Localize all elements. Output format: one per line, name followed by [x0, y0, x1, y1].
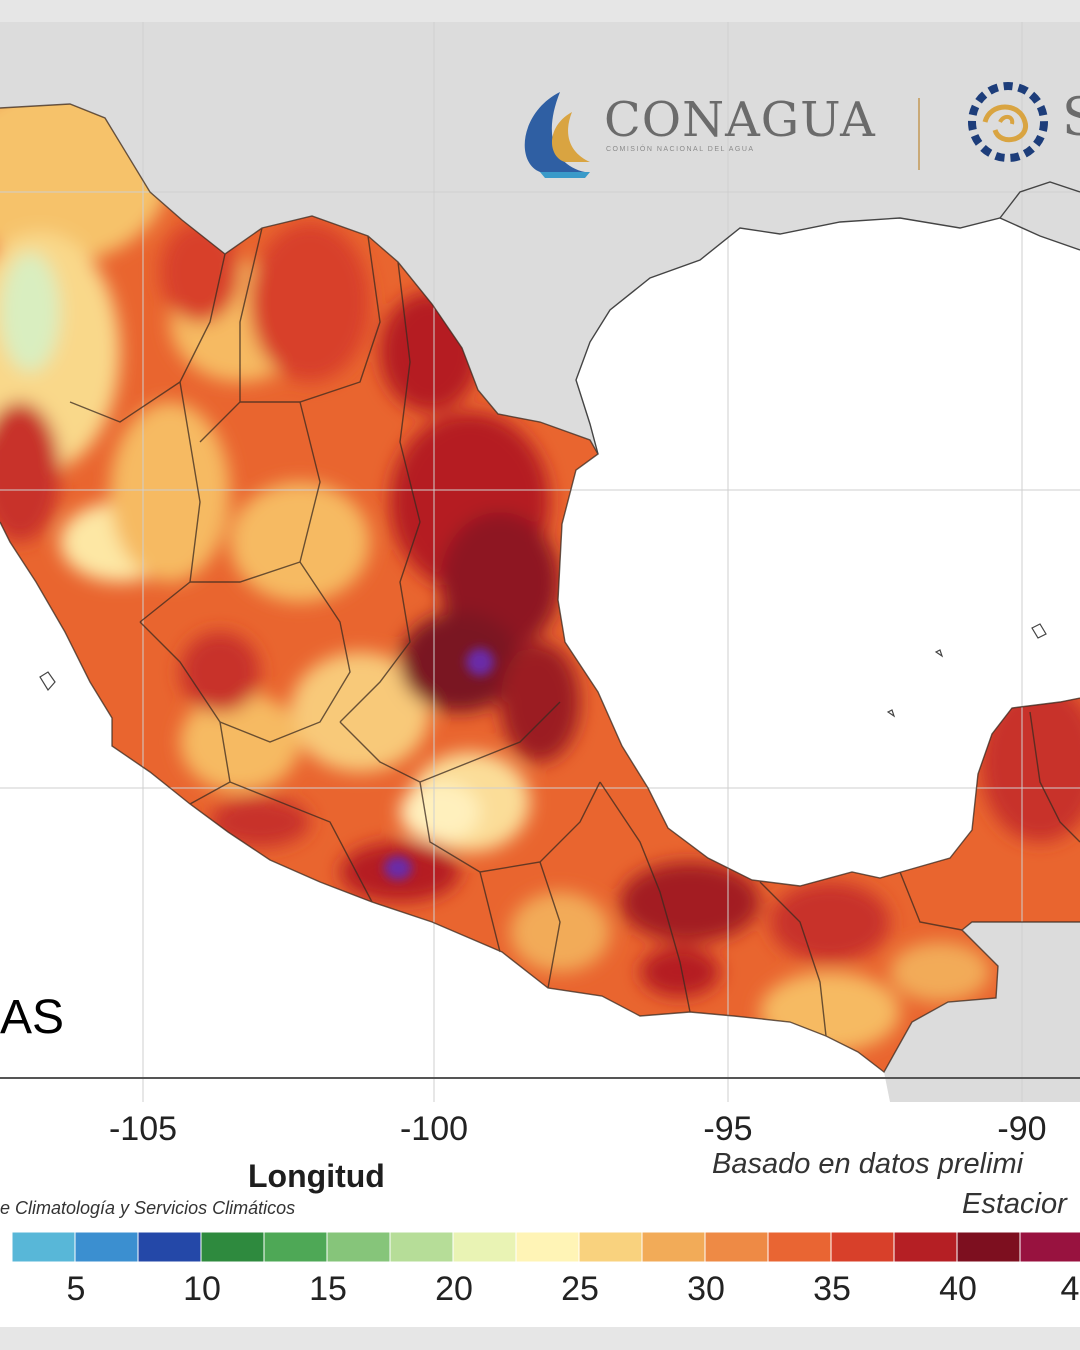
- colorbar-segment: [326, 1231, 391, 1263]
- x-tick-label: -100: [399, 1110, 469, 1148]
- colorbar-label: 30: [687, 1270, 725, 1308]
- colorbar-label: 10: [183, 1270, 221, 1308]
- colorbar-label: 20: [435, 1270, 473, 1308]
- colorbar-segment: [74, 1231, 139, 1263]
- colorbar-segment: [641, 1231, 706, 1263]
- colorbar-segment: [893, 1231, 958, 1263]
- x-tick-label: -105: [108, 1110, 178, 1148]
- usa-landmass: [0, 22, 1080, 454]
- colorbar-label: 35: [813, 1270, 851, 1308]
- partner-logo-icon: [968, 82, 1048, 162]
- colorbar-segment: [1019, 1231, 1080, 1263]
- state-borders: [0, 103, 1080, 1074]
- x-tick-label: -90: [997, 1110, 1047, 1148]
- colorbar-segment: [956, 1231, 1021, 1263]
- graticule: [0, 22, 1080, 1102]
- colorbar-segment: [263, 1231, 328, 1263]
- temperature-map: [0, 22, 1080, 1102]
- conagua-logo-text: CONAGUA: [604, 92, 876, 148]
- colorbar-segment: [137, 1231, 202, 1263]
- data-source-note: Basado en datos prelimi: [712, 1148, 1024, 1180]
- map-figure: CONAGUA COMISIÓN NACIONAL DEL AGUA S AS …: [0, 22, 1080, 1327]
- colorbar-segment: [11, 1231, 76, 1263]
- logo-separator: [918, 98, 920, 170]
- us-coastline: [575, 181, 1080, 455]
- colorbar-label: 40: [939, 1270, 977, 1308]
- colorbar-label: 5: [66, 1270, 86, 1308]
- colorbar-segment: [830, 1231, 895, 1263]
- conagua-logo-subtitle: COMISIÓN NACIONAL DEL AGUA: [606, 146, 755, 153]
- colorbar-segment: [515, 1231, 580, 1263]
- central-america-landmass: [884, 922, 1080, 1102]
- colorbar-segment: [389, 1231, 454, 1263]
- colorbar-label: 25: [561, 1270, 599, 1308]
- x-tick-label: -95: [703, 1110, 753, 1148]
- conagua-logo-icon: [524, 92, 590, 178]
- cuba-landmass: [1060, 1007, 1080, 1042]
- credit-text: e Climatología y Servicios Climáticos: [0, 1198, 296, 1218]
- x-axis-line: [0, 1077, 1080, 1079]
- colorbar-label: 15: [309, 1270, 347, 1308]
- colorbar-label: 4: [1060, 1270, 1080, 1308]
- partner-logo-letter: S: [1062, 88, 1080, 148]
- data-source-note-line2: Estacior: [962, 1188, 1067, 1220]
- colorbar-segment: [704, 1231, 769, 1263]
- overlay-text: AS: [0, 991, 65, 1044]
- colorbar-segment: [767, 1231, 832, 1263]
- x-axis-label: Longitud: [248, 1158, 385, 1194]
- colorbar-segment: [578, 1231, 643, 1263]
- colorbar-segment: [452, 1231, 517, 1263]
- islands: [39, 623, 1047, 718]
- colorbar-segment: [200, 1231, 265, 1263]
- colorbar: [11, 1231, 1080, 1263]
